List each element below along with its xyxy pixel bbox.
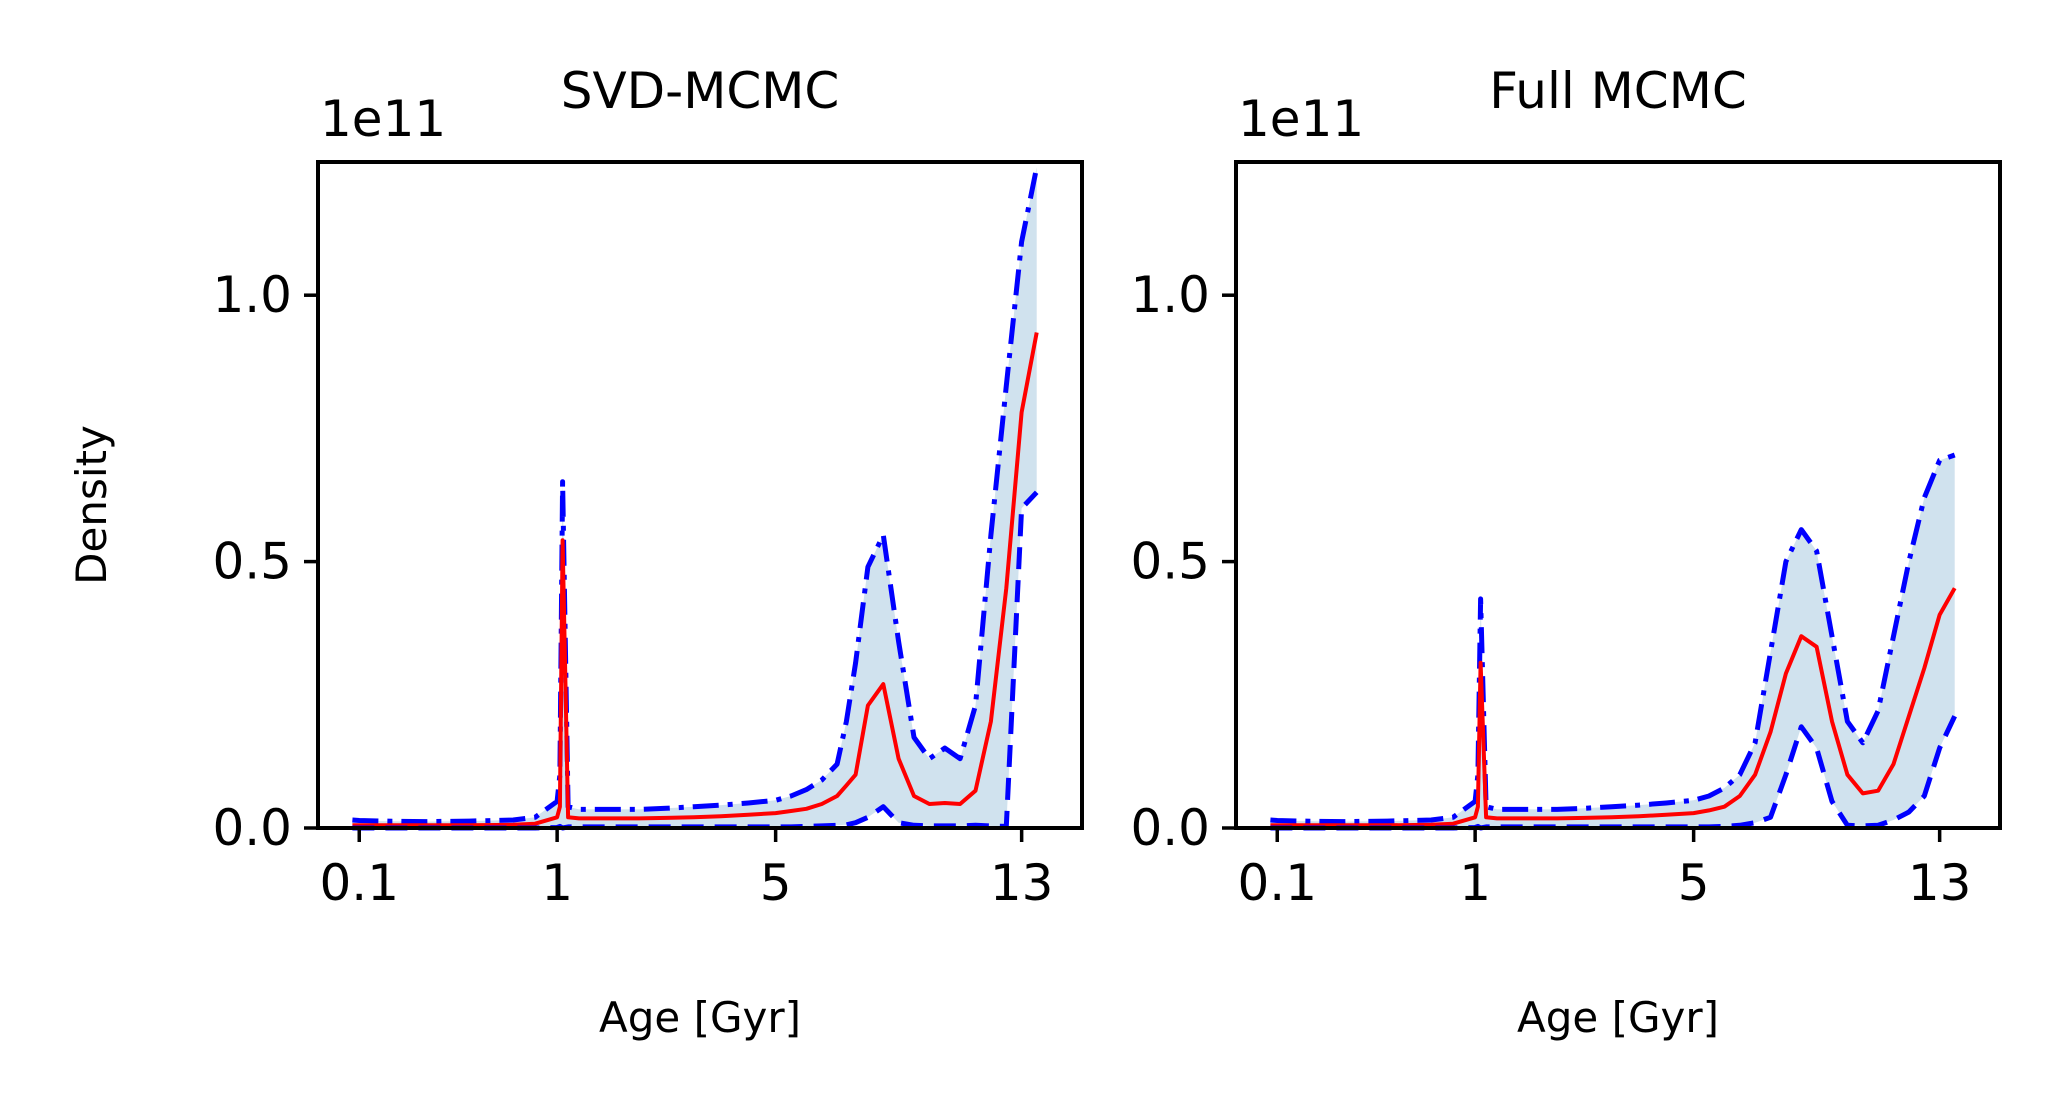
- panel-svd-mcmc: SVD-MCMC 1e11 Density Age [Gyr] 0.1 1 5 130…: [67, 62, 1084, 1042]
- x-tick-label: 1: [1459, 854, 1491, 912]
- x-tick-label: 5: [760, 854, 792, 912]
- y-tick-label: 0.5: [212, 533, 292, 591]
- series-line-upper: [1270, 452, 1956, 825]
- series-line-upper: [352, 166, 1040, 825]
- y-tick-label: 0.0: [1130, 799, 1210, 857]
- plot-area: 0.1 1 5 13 0.0 0.5 1.0: [212, 160, 1084, 912]
- x-axis-label: Age [Gyr]: [1517, 993, 1719, 1042]
- confidence-band: [352, 167, 1037, 829]
- series-line-median: [1270, 587, 1957, 828]
- series-line-median: [352, 332, 1039, 828]
- panel-full-mcmc: Full MCMC 1e11 Age [Gyr] 0.1 1 5 13 0.0 0.5 1.…: [1130, 62, 2002, 1042]
- axes-frame: [316, 160, 1084, 830]
- panel-title: SVD-MCMC: [561, 62, 840, 120]
- axes-frame: [1234, 160, 2002, 830]
- y-tick-label: 1.0: [212, 266, 292, 324]
- x-tick-label: 13: [1908, 854, 1972, 912]
- x-tick-label: 13: [990, 854, 1054, 912]
- x-tick-label: 0.1: [1237, 854, 1317, 912]
- x-tick-label: 1: [541, 854, 573, 912]
- x-tick-label: 5: [1678, 854, 1710, 912]
- y-tick-label: 0.5: [1130, 533, 1210, 591]
- y-multiplier: 1e11: [320, 90, 446, 148]
- y-axis-label: Density: [67, 425, 116, 585]
- plot-area: 0.1 1 5 13 0.0 0.5 1.0: [1130, 160, 2002, 912]
- y-tick-label: 0.0: [212, 799, 292, 857]
- panel-title: Full MCMC: [1489, 62, 1747, 120]
- y-multiplier: 1e11: [1238, 90, 1364, 148]
- y-tick-label: 1.0: [1130, 266, 1210, 324]
- confidence-band: [1270, 455, 1955, 828]
- x-axis-label: Age [Gyr]: [599, 993, 801, 1042]
- x-tick-label: 0.1: [319, 854, 399, 912]
